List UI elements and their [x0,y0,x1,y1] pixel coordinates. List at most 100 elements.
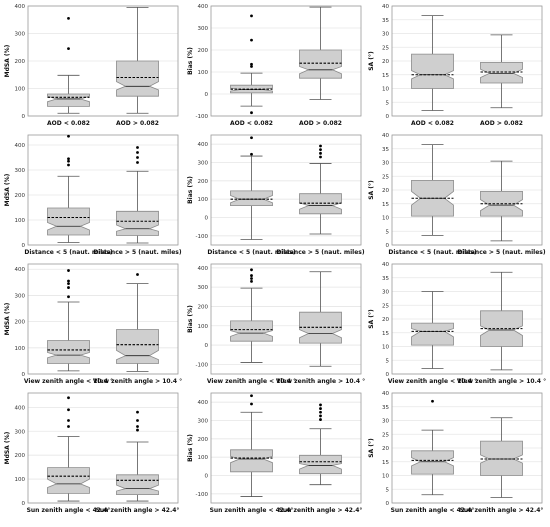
x-category-label: Sun zenith angle > 42.4° [460,507,544,514]
boxplot-panel: 0 100 200 300 400 MdSA (%) Sun zenith angle < … [4,392,179,514]
y-tick-label: 0 [205,216,209,222]
y-axis-label: SA (°) [368,51,375,71]
box-body [230,449,273,473]
outlier-point [67,282,70,286]
boxplot-panel: 0 5 10 15 20 25 30 35 40 SA (°) AOD < 0.082 AOD > 0… [368,4,543,127]
y-tick-label: 40 [382,391,389,397]
box-1 [411,399,454,496]
y-tick-label: 200 [15,193,26,199]
boxplot-panel: 0 5 10 15 20 25 30 35 40 SA (°) Distance < 5 (naut… [368,133,546,256]
y-tick-label: 30 [382,161,389,167]
outlier-point [136,425,139,428]
y-tick-label: 35 [382,18,389,24]
y-tick-label: -100 [196,492,209,498]
outlier-point [67,134,70,138]
y-tick-label: 5 [386,358,390,364]
box-1 [47,134,90,243]
y-axis-label: Bias (%) [187,434,194,462]
outlier-point [67,408,70,412]
box-body [47,207,90,236]
y-tick-label: 10 [382,216,389,222]
x-category-label: View zenith angle < 10.4 ° [24,378,113,385]
box-1 [230,14,273,115]
y-tick-label: 100 [15,477,26,483]
y-tick-label: 300 [15,293,26,299]
outlier-point [319,418,322,421]
y-axis-label: SA (°) [368,180,375,200]
y-tick-label: 0 [22,372,26,378]
y-tick-label: 5 [386,229,390,235]
y-tick-label: 100 [198,455,209,461]
box-2 [116,273,159,372]
outlier-point [136,161,139,164]
x-category-label: Distance < 5 (naut. miles) [207,249,295,256]
box-2 [480,417,523,498]
outlier-point [431,399,434,403]
box-2 [299,144,342,235]
outlier-point [136,156,139,159]
outlier-point [67,419,70,422]
box-body [47,467,90,494]
y-tick-label: 10 [382,345,389,351]
y-tick-label: 300 [198,419,209,425]
outlier-point [136,146,139,149]
outlier-point [67,396,70,400]
box-2 [116,410,159,502]
y-axis-label: MdSA (%) [4,44,11,77]
outlier-point [67,286,70,289]
x-category-label: Sun zenith angle < 42.4° [27,507,111,514]
box-body [47,340,90,364]
box-body [116,329,159,364]
x-category-label: AOD > 0.082 [480,120,523,127]
outlier-point [319,410,322,414]
plot-frame [27,392,179,504]
x-category-label: AOD < 0.082 [411,120,454,127]
x-category-label: Sun zenith angle > 42.4° [279,507,363,514]
outlier-point [136,273,139,276]
y-tick-label: 0 [386,243,390,249]
y-tick-label: 25 [382,45,389,51]
y-tick-label: 15 [382,202,389,208]
y-tick-label: 0 [386,114,390,120]
outlier-point [319,148,322,152]
y-axis-label: MdSA (%) [4,302,11,335]
y-axis-label: SA (°) [368,309,375,329]
y-tick-label: 0 [205,474,209,480]
box-1 [47,396,90,502]
y-tick-label: 100 [15,87,26,93]
plot-frame [210,5,362,117]
x-category-label: Sun zenith angle < 42.4° [391,507,475,514]
box-1 [47,269,90,372]
x-category-label: View zenith angle < 10.4 ° [388,378,477,385]
box-2 [116,146,159,244]
outlier-point [250,111,253,115]
y-tick-label: 100 [198,324,209,330]
boxplot-panel: 0 100 200 300 400 MdSA (%) AOD < 0.082 AOD > 0.… [4,4,179,127]
y-axis-label: Bias (%) [187,305,194,333]
y-tick-label: 30 [382,290,389,296]
outlier-point [319,403,322,407]
box-1 [230,394,273,497]
outlier-point [67,16,70,20]
outlier-point [319,414,322,418]
y-tick-label: 0 [205,343,209,349]
y-tick-label: 20 [382,188,389,194]
box-1 [411,144,454,236]
plot-frame [391,5,543,117]
y-tick-label: 0 [386,501,390,507]
y-tick-label: 40 [382,133,389,139]
outlier-point [250,279,253,283]
y-tick-label: 200 [198,179,209,185]
outlier-point [250,277,253,280]
outlier-point [67,159,70,163]
y-tick-label: 200 [15,59,26,65]
y-tick-label: 0 [386,372,390,378]
box-1 [230,268,273,363]
y-tick-label: 10 [382,87,389,93]
box-body [411,450,454,475]
plot-frame [391,134,543,246]
y-tick-label: 0 [22,243,26,249]
y-tick-label: 25 [382,174,389,180]
x-category-label: Sun zenith angle < 42.4° [210,507,294,514]
y-tick-label: 15 [382,73,389,79]
